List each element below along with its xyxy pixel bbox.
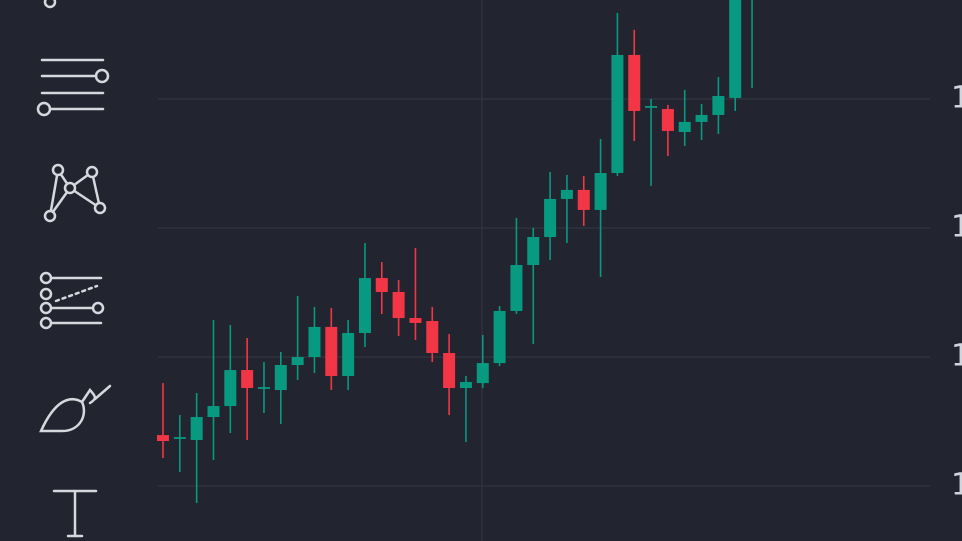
text-tool[interactable] (52, 489, 98, 538)
candle-body (207, 406, 220, 418)
candle-body (173, 437, 186, 439)
candle-body (291, 357, 304, 366)
candle-body (257, 387, 270, 389)
candle-body (224, 370, 237, 407)
candle-body (729, 0, 742, 98)
candle-body (560, 189, 573, 199)
brush-tool[interactable] (39, 384, 112, 433)
candle-body (628, 54, 641, 111)
candle-body (510, 265, 523, 311)
y-tick-label: 100 (951, 468, 962, 503)
candle-body (443, 353, 456, 388)
candle-body (190, 417, 203, 440)
candle-body (308, 326, 321, 358)
candle-body (577, 189, 590, 210)
candle-body (157, 435, 169, 442)
toolbar (36, 0, 112, 538)
candle-body (459, 382, 472, 388)
candle-body (695, 114, 708, 122)
candle-body (241, 370, 254, 388)
candle-body (493, 310, 506, 364)
pattern-tool[interactable] (43, 163, 107, 223)
parallel-lines-tool[interactable] (36, 58, 110, 117)
candle-body (409, 318, 422, 323)
candle-body (594, 173, 607, 210)
candle-body (375, 278, 388, 292)
tool-icon[interactable] (43, 0, 57, 9)
candle-body (392, 291, 405, 319)
fib-tool[interactable] (39, 271, 105, 330)
candle-body (325, 326, 338, 376)
candle-body (342, 333, 355, 376)
candle-body (661, 109, 674, 131)
candle-body (544, 198, 557, 238)
candle-body (274, 365, 287, 391)
candle-body (678, 121, 691, 132)
candle-body (426, 321, 439, 354)
candle-body (358, 278, 371, 334)
candle-body (611, 54, 624, 174)
y-tick-label: 130 (951, 80, 962, 115)
y-tick-label: 110 (951, 339, 962, 374)
candle-body (645, 106, 658, 108)
y-tick-label: 120 (951, 209, 962, 244)
candle-body (476, 363, 489, 384)
candle-body (712, 95, 725, 115)
candle-body (527, 237, 540, 266)
